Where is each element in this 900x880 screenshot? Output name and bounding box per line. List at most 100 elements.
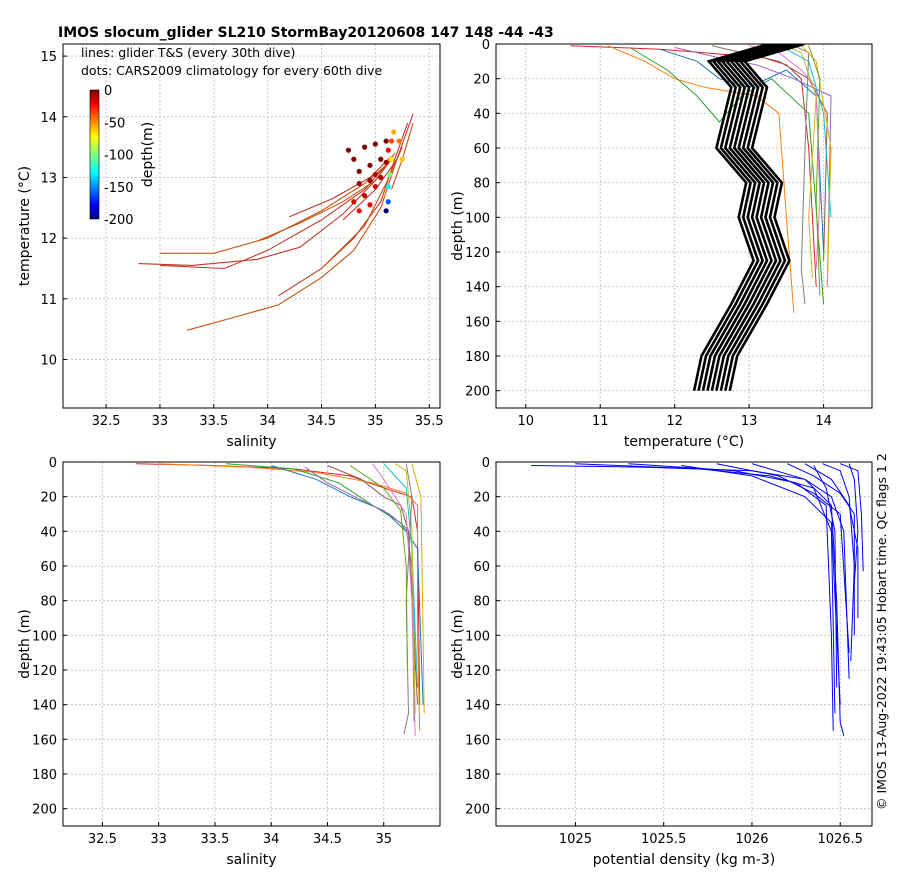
y-tick-label: 20 bbox=[473, 73, 490, 88]
climatology-dot bbox=[367, 177, 373, 184]
plot-area bbox=[531, 463, 864, 737]
y-tick-label: 100 bbox=[465, 629, 490, 644]
climatology-dot bbox=[356, 180, 362, 187]
glider-temperature-profile bbox=[570, 45, 817, 287]
ts-series-line bbox=[159, 161, 389, 270]
y-tick-label: 10 bbox=[40, 353, 57, 368]
y-axis-label: depth (m) bbox=[450, 609, 466, 679]
y-tick-label: 0 bbox=[482, 38, 490, 53]
y-tick-label: 120 bbox=[465, 664, 490, 679]
glider-temperature-profile bbox=[786, 45, 817, 279]
climatology-dot bbox=[351, 156, 357, 162]
ts-series-line bbox=[321, 146, 403, 269]
axes-frame bbox=[495, 461, 873, 827]
profile-line bbox=[372, 463, 416, 736]
profile-line bbox=[575, 463, 836, 714]
glider-temperature-profile bbox=[800, 45, 832, 287]
climatology-temperature-profile bbox=[697, 44, 774, 391]
climatology-dot bbox=[372, 141, 378, 147]
plot-area bbox=[570, 44, 832, 391]
x-tick-label: 34.5 bbox=[313, 832, 342, 847]
y-tick-label: 80 bbox=[40, 595, 57, 610]
x-tick-label: 11 bbox=[592, 414, 609, 429]
climatology-dot bbox=[383, 138, 389, 144]
colorbar-tick-label: -100 bbox=[104, 149, 134, 164]
panel-top-left: 32.5 33 33.5 34 34.5 35 35.5 10 11 12 13 14 15 lines:… bbox=[17, 43, 444, 450]
y-tick-label: 15 bbox=[40, 50, 57, 65]
legend-annotation: dots: CARS2009 climatology for every 60t… bbox=[81, 63, 382, 78]
chart-panels: 32.5 33 33.5 34 34.5 35 35.5 10 11 12 13 14 15 lines:… bbox=[17, 38, 873, 868]
colorbar bbox=[89, 89, 100, 220]
plot-area bbox=[136, 463, 425, 736]
x-tick-label: 33.5 bbox=[199, 414, 228, 429]
profile-line bbox=[271, 465, 424, 705]
y-axis-label: temperature (°C) bbox=[17, 166, 33, 286]
colorbar-label: depth(m) bbox=[140, 122, 156, 187]
y-tick-label: 160 bbox=[465, 315, 490, 330]
climatology-dot bbox=[372, 183, 378, 190]
x-tick-label: 34 bbox=[259, 414, 276, 429]
climatology-temperature-profile bbox=[692, 44, 769, 391]
y-tick-label: 120 bbox=[465, 246, 490, 261]
y-tick-label: 200 bbox=[465, 385, 490, 400]
x-tick-label: 12 bbox=[666, 414, 683, 429]
profile-line bbox=[840, 463, 864, 572]
climatology-dot bbox=[399, 156, 405, 162]
x-tick-label: 1026.5 bbox=[817, 832, 863, 847]
climatology-temperature-profile bbox=[706, 44, 783, 391]
y-tick-label: 40 bbox=[40, 525, 57, 540]
y-tick-label: 0 bbox=[49, 456, 57, 471]
climatology-temperature-profile bbox=[724, 44, 801, 391]
climatology-dot bbox=[372, 171, 378, 178]
colorbar-tick-label: 0 bbox=[104, 84, 112, 99]
y-tick-label: 140 bbox=[465, 281, 490, 296]
colorbar-tick-label: -50 bbox=[104, 116, 125, 131]
panel-top-right: 10 11 12 13 14020406080100120140160180200tem… bbox=[450, 38, 873, 450]
ts-series-line bbox=[342, 113, 414, 221]
glider-temperature-profile bbox=[808, 45, 821, 296]
axes-frame bbox=[495, 43, 873, 409]
climatology-dot bbox=[378, 174, 384, 181]
y-tick-label: 11 bbox=[40, 293, 57, 308]
glider-temperature-profile bbox=[793, 45, 810, 305]
profile-line bbox=[349, 465, 408, 671]
x-tick-label: 35.5 bbox=[415, 414, 444, 429]
glider-temperature-profile bbox=[711, 45, 828, 261]
ts-series-line bbox=[186, 159, 398, 331]
y-tick-label: 40 bbox=[473, 525, 490, 540]
colorbar-tick-label: -200 bbox=[104, 213, 134, 228]
ts-series-line bbox=[256, 152, 396, 242]
y-tick-label: 20 bbox=[473, 491, 490, 506]
plot-area bbox=[138, 113, 414, 331]
y-tick-label: 60 bbox=[473, 560, 490, 575]
climatology-dot bbox=[383, 208, 389, 214]
x-tick-label: 34 bbox=[263, 832, 280, 847]
ts-series-line bbox=[288, 155, 392, 218]
x-axis-label: potential density (kg m-3) bbox=[593, 852, 775, 868]
climatology-dot bbox=[356, 168, 362, 174]
climatology-dot bbox=[356, 208, 362, 214]
climatology-dot bbox=[396, 138, 402, 144]
profile-line bbox=[411, 463, 425, 714]
climatology-dot bbox=[385, 199, 391, 205]
y-tick-label: 160 bbox=[465, 733, 490, 748]
y-tick-label: 140 bbox=[32, 699, 57, 714]
x-tick-label: 35 bbox=[375, 832, 392, 847]
y-tick-label: 160 bbox=[32, 733, 57, 748]
climatology-dot bbox=[388, 156, 395, 162]
y-tick-label: 12 bbox=[40, 232, 57, 247]
climatology-dot bbox=[362, 144, 368, 150]
panel-bottom-right: 1025 1025.5 1026 1026.5 0 20 40 60 80 100 120 140 16… bbox=[450, 456, 873, 868]
y-axis-label: depth (m) bbox=[450, 191, 466, 261]
climatology-dot bbox=[378, 156, 384, 162]
climatology-dot bbox=[386, 171, 392, 178]
x-tick-label: 35 bbox=[367, 414, 384, 429]
y-tick-label: 60 bbox=[473, 142, 490, 157]
x-tick-label: 32.5 bbox=[92, 414, 121, 429]
profile-line bbox=[751, 463, 850, 679]
profile-line bbox=[136, 463, 421, 705]
profile-line bbox=[383, 463, 418, 688]
y-tick-label: 13 bbox=[40, 171, 57, 186]
climatology-temperature-profile bbox=[728, 44, 805, 391]
glider-temperature-profile bbox=[674, 47, 832, 287]
